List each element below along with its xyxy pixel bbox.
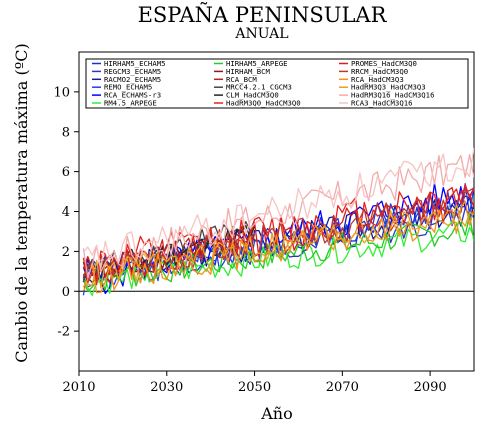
legend-label: RCA_HadCM3Q3 (351, 75, 404, 84)
legend-label: RACMO2_ECHAM5 (104, 75, 161, 84)
y-tick-label: -2 (57, 325, 70, 340)
y-axis-label: Cambio de la temperatura máxima (ºC) (12, 43, 31, 362)
chart-title: ESPAÑA PENINSULAR (138, 3, 388, 27)
plot-area: -2 0 2 4 6 8 10 2010 2030 2050 2070 2090 HIRHAM5_ECH… (53, 51, 475, 395)
x-tick-label: 2090 (414, 380, 447, 395)
legend-label: REGCM3_ECHAM5 (104, 67, 161, 76)
chart-subtitle: ANUAL (234, 26, 288, 42)
legend-label: HIRHAM_BCM (226, 67, 271, 76)
y-tick-label: 6 (62, 165, 70, 180)
y-tick-label: 4 (62, 205, 70, 220)
legend-label: HadRM3Q3_HadCM3Q3 (351, 83, 426, 92)
series-group (82, 147, 474, 296)
legend-label: HadRM3Q16_HadCM3Q16 (351, 91, 434, 100)
x-axis-label: Año (260, 404, 293, 423)
series-line (82, 147, 474, 269)
legend-box (85, 58, 469, 109)
series-line (82, 220, 474, 296)
x-tick-label: 2010 (62, 380, 95, 395)
legend-label: REMO_ECHAM5 (104, 83, 152, 92)
legend: HIRHAM5_ECHAM5REGCM3_ECHAM5RACMO2_ECHAM5… (85, 58, 469, 109)
legend-label: PROMES_HadCM3Q0 (351, 59, 417, 68)
legend-label: HIRHAM5_ARPEGE (226, 59, 288, 68)
x-tick-label: 2070 (326, 380, 359, 395)
legend-label: HadRM3Q0_HadCM3Q0 (226, 99, 301, 108)
legend-label: RCA_ECHAMS-r3 (104, 91, 161, 100)
legend-label: RRCM_HadCM3Q0 (351, 67, 408, 76)
legend-label: RM4.5_ARPEGE (104, 99, 157, 108)
legend-label: HIRHAM5_ECHAM5 (104, 59, 166, 68)
y-tick-label: 2 (62, 245, 70, 260)
legend-label: RCA3_HadCM3Q16 (351, 99, 413, 108)
legend-label: RCA_BCM (226, 75, 257, 84)
series-line (82, 200, 474, 294)
y-tick-label: 10 (53, 85, 70, 100)
x-tick-label: 2030 (150, 380, 183, 395)
y-tick-label: 8 (62, 125, 70, 140)
y-tick-label: 0 (62, 285, 70, 300)
x-tick-label: 2050 (238, 380, 271, 395)
series-line (82, 154, 474, 279)
series-line (82, 187, 474, 286)
legend-label: CLM_HadCM3Q0 (226, 91, 279, 100)
legend-label: MRCC4.2.1_CGCM3 (226, 83, 292, 92)
